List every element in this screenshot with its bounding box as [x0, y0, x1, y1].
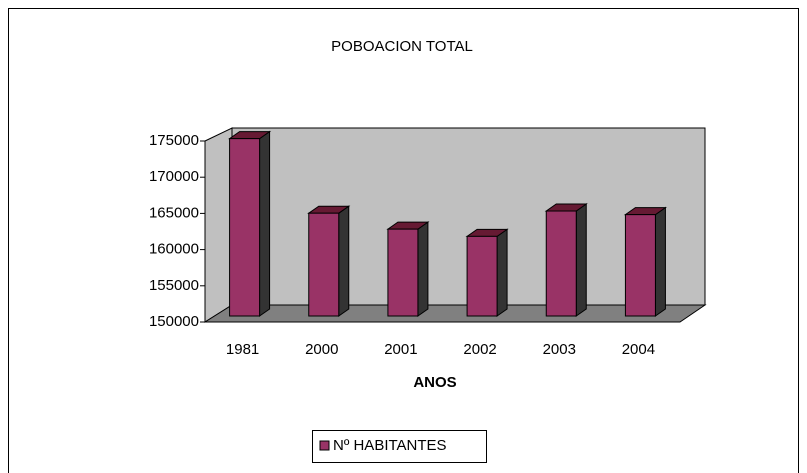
- x-tick-label: 2003: [543, 341, 576, 358]
- bar-side: [575, 203, 587, 317]
- x-tick-label: 1981: [226, 341, 259, 358]
- bar-side: [259, 130, 271, 317]
- x-tick-label: 2000: [305, 341, 338, 358]
- side-wall: [204, 127, 233, 323]
- y-tick-label: 170000: [149, 168, 199, 185]
- y-tick-label: 175000: [149, 132, 199, 149]
- bar-side: [654, 206, 666, 317]
- bar: [545, 210, 577, 317]
- bar: [387, 228, 419, 317]
- bar-side: [496, 228, 508, 317]
- y-tick-label: 150000: [149, 313, 199, 330]
- bar: [624, 214, 656, 317]
- legend-box: [312, 430, 487, 463]
- legend-label: Nº HABITANTES: [333, 437, 447, 454]
- bar: [229, 138, 261, 317]
- y-tick-label: 160000: [149, 241, 199, 258]
- bar: [308, 212, 340, 317]
- bar: [466, 235, 498, 317]
- x-tick-label: 2002: [463, 341, 496, 358]
- legend-swatch: [319, 440, 330, 451]
- chart-title: POBOACION TOTAL: [331, 38, 473, 55]
- y-tick-label: 165000: [149, 204, 199, 221]
- x-axis-title: ANOS: [413, 374, 456, 391]
- x-tick-label: 2004: [622, 341, 655, 358]
- x-tick-label: 2001: [384, 341, 417, 358]
- y-tick-label: 155000: [149, 277, 199, 294]
- bar-side: [417, 221, 429, 317]
- bar-side: [338, 205, 350, 317]
